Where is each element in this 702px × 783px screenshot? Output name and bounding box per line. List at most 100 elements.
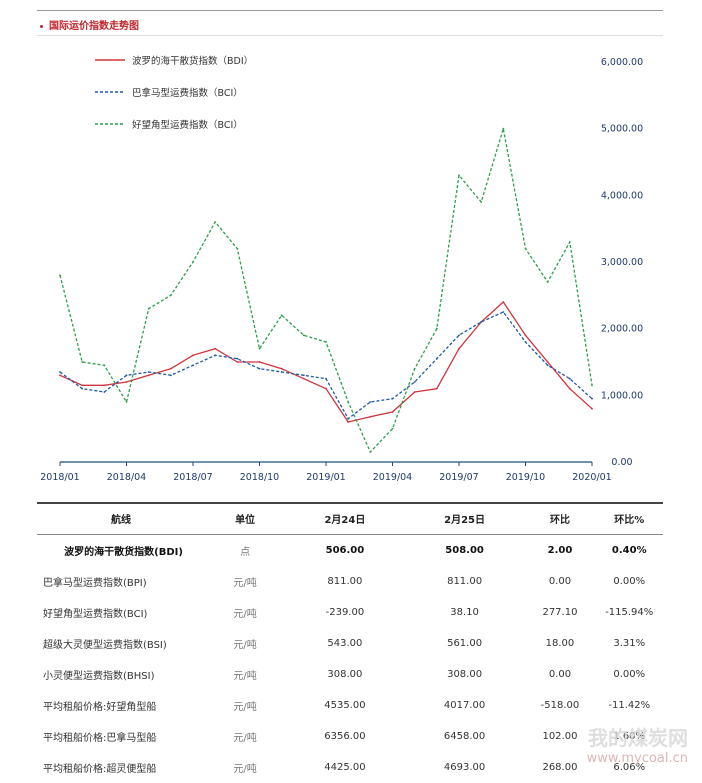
data-point — [591, 397, 593, 400]
row-name: 平均租船价格:巴拿马型船 — [43, 733, 157, 744]
data-point — [192, 261, 194, 263]
data-point — [214, 221, 217, 223]
data-point — [147, 307, 150, 310]
data-point — [546, 364, 549, 367]
data-point — [258, 347, 261, 350]
data-point — [258, 367, 261, 370]
data-point — [502, 301, 505, 303]
row-unit: 元/吨 — [233, 702, 257, 713]
y-tick-label: 6,000.00 — [601, 57, 643, 68]
data-point — [413, 391, 416, 393]
row-name: 巴拿马型运费指数(BPI) — [43, 578, 147, 589]
table-row: 平均租船价格:超灵便型船 元/吨 4425.00 4693.00 268.00 6.06% — [37, 752, 663, 783]
data-point — [236, 357, 239, 360]
table-row: 波罗的海干散货指数(BDI) 点 506.00 508.00 2.00 0.40% — [37, 534, 663, 566]
bullet-icon — [40, 24, 43, 28]
data-point — [568, 387, 571, 390]
data-point — [81, 384, 84, 387]
row-change-pct: 0.00% — [613, 576, 646, 587]
col-change: 环比 — [549, 514, 570, 526]
row-change: 18.00 — [545, 638, 575, 649]
data-point — [59, 274, 61, 277]
freight-rate-table: 航线 单位 2月24日 2月25日 环比 环比% 波罗的海干散货指数(BDI) 点… — [37, 502, 663, 783]
data-point — [236, 247, 239, 250]
data-point — [391, 397, 394, 400]
data-point — [280, 367, 283, 370]
row-name: 好望角型运费指数(BCI) — [43, 609, 148, 620]
data-point — [524, 341, 527, 343]
data-point — [81, 361, 84, 363]
row-unit: 元/吨 — [233, 640, 257, 651]
data-point — [103, 391, 106, 393]
data-point — [325, 387, 327, 390]
data-point — [147, 371, 150, 373]
data-point — [169, 374, 172, 377]
col-unit: 单位 — [235, 514, 256, 526]
row-unit: 元/吨 — [233, 578, 257, 589]
data-point — [480, 321, 483, 323]
table-row: 超级大灵便型运费指数(BSI) 元/吨 543.00 561.00 18.00 3.31% — [37, 628, 663, 659]
row-date-1-value: 811.00 — [327, 576, 363, 587]
data-point — [103, 364, 106, 367]
row-date-2-value: 6458.00 — [443, 731, 486, 742]
data-point — [591, 407, 593, 410]
data-point — [546, 281, 549, 283]
row-date-1-value: 543.00 — [327, 638, 363, 649]
data-point — [325, 341, 327, 343]
row-date-2-value: 4017.00 — [443, 700, 486, 711]
row-change: 102.00 — [542, 731, 578, 742]
x-tick-label: 2019/04 — [373, 472, 412, 483]
table-row: 平均租船价格:巴拿马型船 元/吨 6356.00 6458.00 102.00 1.60% — [37, 721, 663, 752]
row-unit: 点 — [205, 534, 286, 566]
x-tick-label: 2019/07 — [439, 472, 478, 483]
table-header-row: 航线 单位 2月24日 2月25日 环比 环比% — [37, 502, 663, 535]
data-point — [435, 357, 438, 360]
data-point — [458, 174, 460, 177]
data-point — [369, 401, 372, 403]
row-date-2-value: 38.10 — [450, 607, 479, 618]
data-point — [458, 334, 460, 337]
data-point — [524, 247, 527, 250]
y-tick-label: 3,000.00 — [601, 257, 643, 268]
top-border — [37, 10, 663, 11]
series-line-2 — [59, 311, 593, 420]
row-name: 平均租船价格:超灵便型船 — [43, 764, 157, 775]
table-row: 小灵便型运费指数(BHSI) 元/吨 308.00 308.00 0.00 0.00% — [37, 659, 663, 690]
row-date-1-value: 4535.00 — [324, 700, 366, 711]
title-divider — [37, 35, 663, 36]
data-point — [458, 347, 460, 350]
data-point — [347, 421, 350, 423]
data-point — [81, 387, 84, 390]
x-tick-label: 2019/01 — [306, 472, 345, 483]
data-point — [325, 377, 327, 380]
row-date-2-value: 308.00 — [447, 669, 483, 680]
y-tick-label: 4,000.00 — [601, 190, 643, 201]
col-date-2: 2月25日 — [444, 514, 486, 526]
data-point — [391, 411, 394, 413]
data-point — [413, 381, 416, 383]
row-unit: 元/吨 — [233, 733, 257, 744]
col-date-1: 2月24日 — [324, 514, 366, 526]
col-route: 航线 — [111, 514, 132, 526]
data-point — [280, 314, 283, 317]
row-date-2-value: 4693.00 — [443, 762, 486, 773]
data-point — [302, 334, 305, 337]
legend-label-3: 好望角型运费指数（BCI） — [132, 119, 243, 131]
data-point — [125, 374, 128, 377]
row-change-pct: 6.06% — [613, 762, 646, 773]
row-name: 小灵便型运费指数(BHSI) — [43, 671, 155, 682]
data-point — [546, 361, 549, 363]
y-tick-label: 2,000.00 — [601, 324, 643, 335]
row-change: -518.00 — [540, 700, 580, 711]
x-tick-label: 2018/07 — [173, 472, 212, 483]
row-name: 波罗的海干散货指数(BDI) — [37, 534, 206, 566]
row-change: 0.00 — [548, 576, 572, 587]
row-date-2-value: 561.00 — [447, 638, 483, 649]
row-change: 2.00 — [524, 534, 596, 566]
data-point — [258, 361, 261, 363]
row-change-pct: 0.40% — [595, 534, 663, 566]
row-date-2-value: 811.00 — [447, 576, 483, 587]
row-change: 277.10 — [542, 607, 578, 618]
data-point — [302, 377, 305, 380]
x-tick-label: 2018/01 — [40, 472, 79, 483]
